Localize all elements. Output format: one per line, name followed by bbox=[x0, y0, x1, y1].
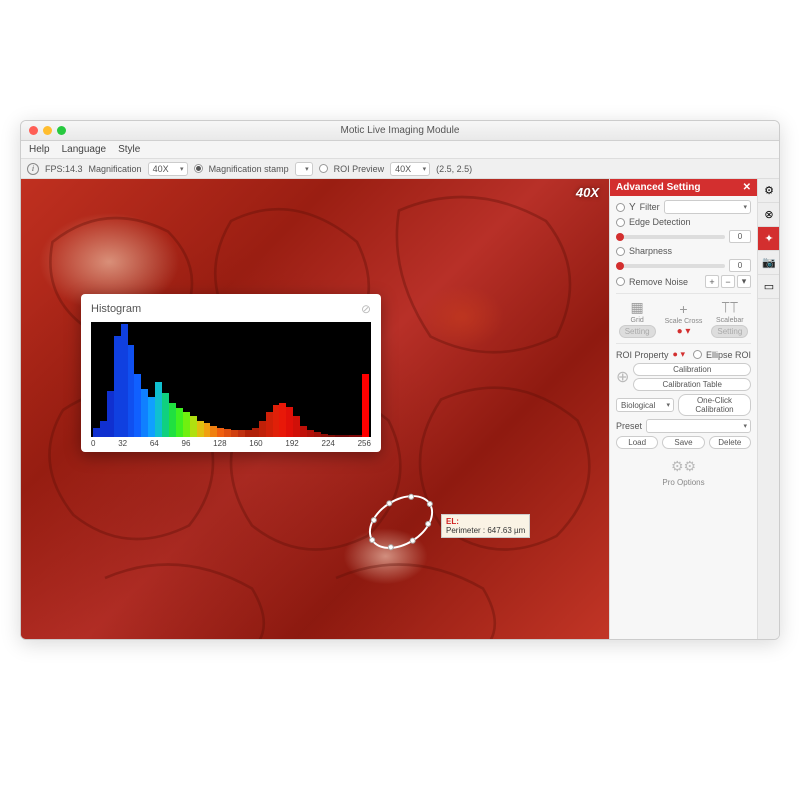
chevron-down-icon: ▾ bbox=[305, 165, 309, 173]
tab-advanced[interactable]: ✦ bbox=[758, 227, 779, 251]
ellipse-roi-radio[interactable] bbox=[693, 350, 702, 359]
save-button[interactable]: Save bbox=[662, 436, 704, 449]
roi-measurement-label: EL: Perimeter : 647.63 µm bbox=[441, 514, 530, 538]
scalebar-tool[interactable]: ⟙⟙ScalebarSetting bbox=[709, 299, 751, 338]
magnification-select[interactable]: 40X▾ bbox=[148, 162, 188, 176]
histogram-plot bbox=[91, 322, 371, 437]
filter-radio[interactable] bbox=[616, 203, 625, 212]
chevron-down-icon: ▾ bbox=[423, 165, 427, 173]
calibration-button[interactable]: Calibration bbox=[633, 363, 751, 376]
close-icon[interactable]: ✕ bbox=[743, 182, 751, 193]
one-click-calibration-button[interactable]: One-Click Calibration bbox=[678, 394, 751, 416]
roi-preview-radio[interactable] bbox=[319, 164, 328, 173]
side-panel: Advanced Setting ✕ YFilter▾ Edge Detecti… bbox=[609, 179, 779, 639]
sharpness-label: Sharpness bbox=[629, 246, 672, 256]
histogram-axis: 0326496128160192224256 bbox=[91, 439, 371, 448]
filter-select[interactable]: ▾ bbox=[664, 200, 751, 214]
image-viewport[interactable]: 40X Histogram ⊘ 0326496128160192224256 bbox=[21, 179, 609, 639]
chevron-down-icon: ▾ bbox=[743, 203, 747, 211]
sharpness-radio[interactable] bbox=[616, 247, 625, 256]
preset-label: Preset bbox=[616, 421, 642, 431]
roi-property-label: ROI Property bbox=[616, 350, 669, 360]
histogram-title: Histogram bbox=[91, 303, 141, 315]
noise-radio[interactable] bbox=[616, 277, 625, 286]
calibration-table-button[interactable]: Calibration Table bbox=[633, 378, 751, 391]
tab-adjust[interactable]: ⚙ bbox=[758, 179, 779, 203]
target-icon[interactable]: ⊕ bbox=[616, 367, 629, 387]
load-button[interactable]: Load bbox=[616, 436, 658, 449]
window-title: Motic Live Imaging Module bbox=[21, 125, 779, 136]
tab-camera[interactable]: 📷 bbox=[758, 251, 779, 275]
gear-icon[interactable]: ⚙⚙ bbox=[616, 458, 751, 475]
roi-preview-label: ROI Preview bbox=[334, 164, 385, 174]
delete-button[interactable]: Delete bbox=[709, 436, 751, 449]
ruler-icon: ⟙⟙ bbox=[722, 299, 739, 316]
menu-style[interactable]: Style bbox=[118, 144, 140, 155]
toolbar: i FPS:14.3 Magnification 40X▾ Magnificat… bbox=[21, 159, 779, 179]
chevron-down-icon: ▾ bbox=[180, 165, 184, 173]
edge-value: 0 bbox=[729, 230, 751, 243]
mag-stamp-label: Magnification stamp bbox=[209, 164, 289, 174]
chevron-down-icon: ▾ bbox=[666, 401, 670, 409]
mag-stamp-select[interactable]: ▾ bbox=[295, 162, 313, 176]
mag-stamp-radio[interactable] bbox=[194, 164, 203, 173]
roi-handle[interactable] bbox=[407, 493, 415, 501]
scalecross-tool[interactable]: +Scale Cross● ▾ bbox=[662, 301, 704, 337]
noise-spinner[interactable]: +−▾ bbox=[705, 275, 751, 288]
edge-slider[interactable] bbox=[616, 235, 725, 239]
roi-handle[interactable] bbox=[370, 516, 378, 524]
menubar: Help Language Style bbox=[21, 141, 779, 159]
close-icon[interactable]: ⊘ bbox=[361, 302, 371, 316]
panel-header: Advanced Setting ✕ bbox=[610, 179, 757, 196]
chevron-down-icon: ▾ bbox=[743, 422, 747, 430]
filter-label: Filter bbox=[640, 202, 660, 212]
sharpness-value: 0 bbox=[729, 259, 751, 272]
info-icon[interactable]: i bbox=[27, 163, 39, 175]
grid-tool[interactable]: ▦GridSetting bbox=[616, 299, 658, 338]
menu-language[interactable]: Language bbox=[62, 144, 107, 155]
edge-radio[interactable] bbox=[616, 218, 625, 227]
roi-handle[interactable] bbox=[385, 499, 393, 507]
biological-select[interactable]: Biological▾ bbox=[616, 398, 674, 412]
roi-range-label: (2.5, 2.5) bbox=[436, 164, 472, 174]
tab-color[interactable]: ⊗ bbox=[758, 203, 779, 227]
histogram-panel[interactable]: Histogram ⊘ 0326496128160192224256 bbox=[81, 294, 381, 452]
sharpness-slider[interactable] bbox=[616, 264, 725, 268]
pro-options-label[interactable]: Pro Options bbox=[616, 478, 751, 487]
tab-measure[interactable]: ▭ bbox=[758, 275, 779, 299]
noise-label: Remove Noise bbox=[629, 277, 688, 287]
menu-help[interactable]: Help bbox=[29, 144, 50, 155]
preset-select[interactable]: ▾ bbox=[646, 419, 751, 433]
app-window: Motic Live Imaging Module Help Language … bbox=[20, 120, 780, 640]
ellipse-roi-label: Ellipse ROI bbox=[706, 350, 751, 360]
magnification-overlay: 40X bbox=[576, 185, 599, 200]
roi-mag-select[interactable]: 40X▾ bbox=[390, 162, 430, 176]
grid-icon: ▦ bbox=[631, 299, 644, 316]
magnification-label: Magnification bbox=[89, 164, 142, 174]
titlebar: Motic Live Imaging Module bbox=[21, 121, 779, 141]
plus-icon: + bbox=[679, 301, 687, 317]
fps-label: FPS:14.3 bbox=[45, 164, 83, 174]
edge-label: Edge Detection bbox=[629, 217, 691, 227]
